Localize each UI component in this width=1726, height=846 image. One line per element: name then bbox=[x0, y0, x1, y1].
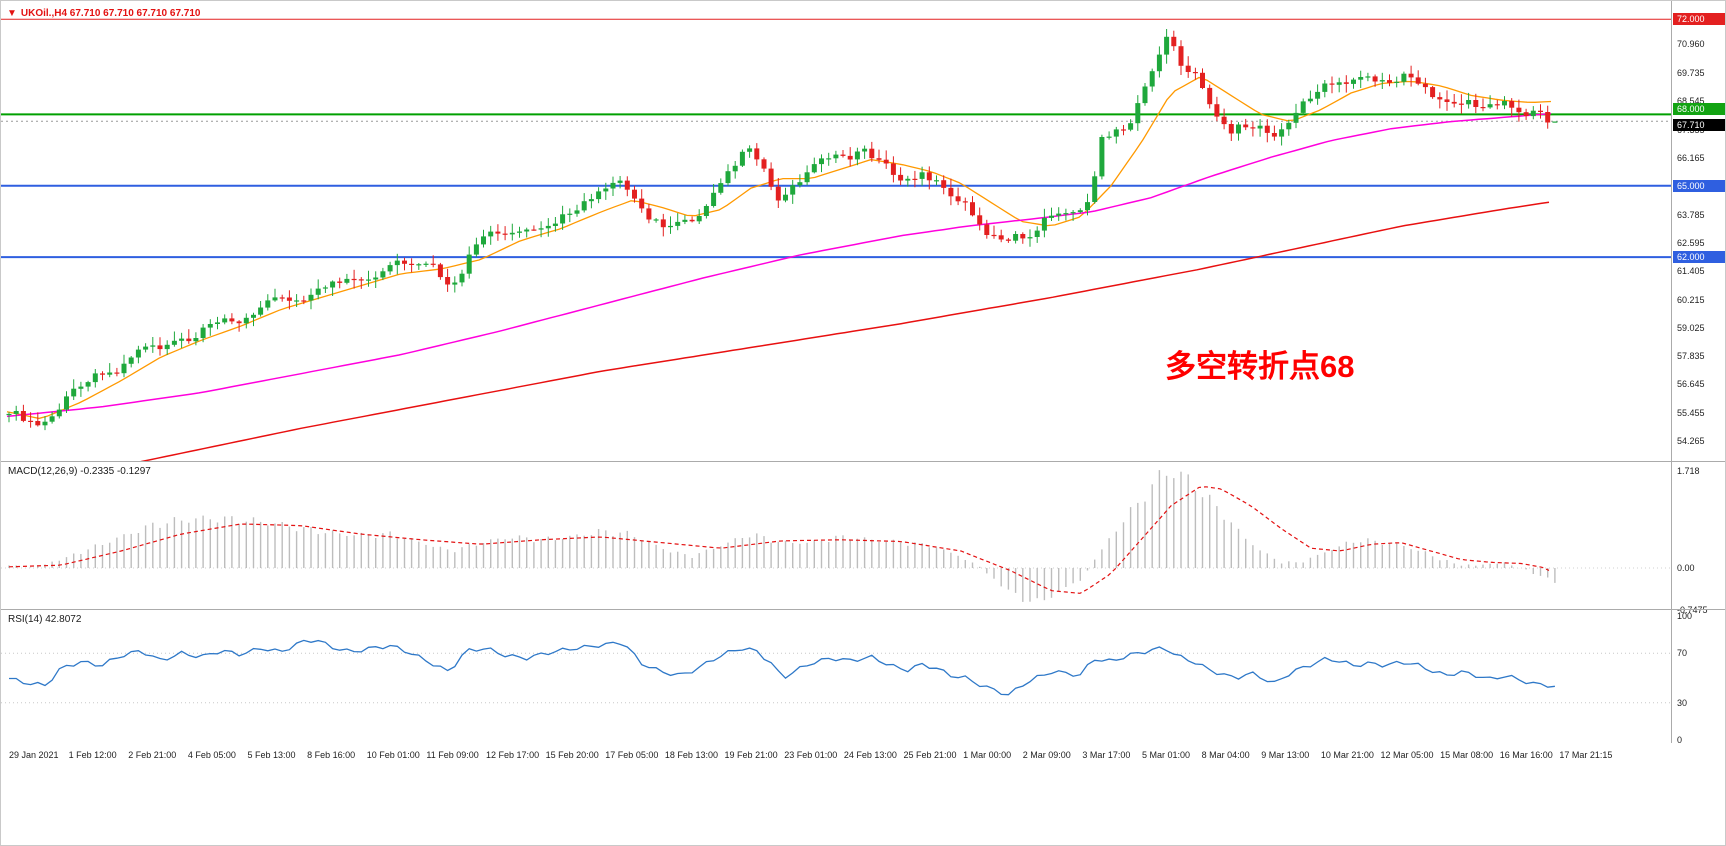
rsi-tick-label: 100 bbox=[1677, 611, 1693, 621]
price-tick-label: 69.735 bbox=[1677, 68, 1705, 79]
main-chart-panel[interactable]: ▼ UKOil.,H4 67.710 67.710 67.710 67.710 … bbox=[1, 1, 1671, 461]
symbol-header: ▼ UKOil.,H4 67.710 67.710 67.710 67.710 bbox=[7, 8, 200, 19]
time-axis-label: 12 Mar 05:00 bbox=[1380, 750, 1434, 760]
macd-tick-label: 0.00 bbox=[1677, 563, 1695, 573]
price-level-badge: 72.000 bbox=[1673, 13, 1725, 26]
time-axis-label: 23 Feb 01:00 bbox=[784, 750, 838, 760]
panel-separator[interactable] bbox=[1, 461, 1725, 462]
rsi-tick-label: 30 bbox=[1677, 697, 1688, 708]
time-axis-label: 1 Mar 00:00 bbox=[963, 750, 1012, 760]
rsi-tick-label: 70 bbox=[1677, 648, 1688, 659]
time-axis-label: 25 Feb 21:00 bbox=[903, 750, 957, 760]
time-axis-label: 18 Feb 13:00 bbox=[664, 750, 718, 760]
candlestick-chart[interactable] bbox=[1, 1, 1671, 461]
time-axis-label: 8 Feb 16:00 bbox=[307, 750, 356, 760]
time-axis-label: 9 Mar 13:00 bbox=[1261, 750, 1310, 760]
chart-annotation: 多空转折点68 bbox=[1165, 349, 1355, 384]
price-tick-label: 63.785 bbox=[1677, 209, 1705, 220]
time-axis-label: 5 Mar 01:00 bbox=[1141, 750, 1190, 760]
time-axis-label: 29 Jan 2021 bbox=[9, 750, 59, 760]
panel-separator[interactable] bbox=[1, 609, 1725, 610]
time-axis-label: 8 Mar 04:00 bbox=[1201, 750, 1250, 760]
price-level-badge: 67.710 bbox=[1673, 119, 1725, 132]
price-tick-label: 62.595 bbox=[1677, 237, 1705, 248]
time-axis-label: 15 Mar 08:00 bbox=[1440, 750, 1494, 760]
price-level-badge: 68.000 bbox=[1673, 103, 1725, 116]
time-axis-label: 10 Mar 21:00 bbox=[1320, 750, 1374, 760]
price-tick-label: 66.165 bbox=[1677, 153, 1705, 164]
time-axis-label: 1 Feb 12:00 bbox=[68, 750, 117, 760]
price-tick-label: 57.835 bbox=[1677, 351, 1705, 362]
price-tick-label: 60.215 bbox=[1677, 294, 1705, 305]
rsi-label: RSI(14) 42.8072 bbox=[8, 614, 82, 625]
macd-chart[interactable] bbox=[1, 462, 1671, 609]
price-tick-label: 61.405 bbox=[1677, 266, 1705, 277]
symbol-ohlc-label: UKOil.,H4 67.710 67.710 67.710 67.710 bbox=[20, 8, 201, 19]
time-axis-label: 2 Mar 09:00 bbox=[1022, 750, 1071, 760]
time-axis-label: 10 Feb 01:00 bbox=[366, 750, 420, 760]
time-axis-label: 24 Feb 13:00 bbox=[843, 750, 897, 760]
price-tick-label: 59.025 bbox=[1677, 322, 1705, 333]
time-axis-label: 15 Feb 20:00 bbox=[545, 750, 599, 760]
time-axis-label: 2 Feb 21:00 bbox=[128, 750, 177, 760]
time-axis-label: 17 Mar 21:15 bbox=[1559, 750, 1613, 760]
time-axis-label: 12 Feb 17:00 bbox=[486, 750, 540, 760]
dropdown-marker-icon[interactable]: ▼ bbox=[7, 8, 17, 19]
bottom-margin bbox=[1, 771, 1725, 845]
time-axis-label: 16 Mar 16:00 bbox=[1499, 750, 1553, 760]
rsi-chart[interactable] bbox=[1, 610, 1671, 743]
time-axis-label: 3 Mar 17:00 bbox=[1082, 750, 1131, 760]
time-axis[interactable]: 29 Jan 2021 1 Feb 12:00 2 Feb 21:00 4 Feb 0… bbox=[1, 743, 1725, 771]
price-level-badge: 62.000 bbox=[1673, 251, 1725, 264]
time-axis-label: 4 Feb 05:00 bbox=[187, 750, 236, 760]
price-tick-label: 56.645 bbox=[1677, 379, 1705, 390]
time-axis-label: 19 Feb 21:00 bbox=[724, 750, 778, 760]
price-tick-label: 70.960 bbox=[1677, 39, 1705, 50]
rsi-tick-label: 0 bbox=[1677, 735, 1683, 745]
price-scale[interactable]: 70.96069.73568.54567.35566.16563.78562.5… bbox=[1671, 1, 1725, 745]
macd-label: MACD(12,26,9) -0.2335 -0.1297 bbox=[8, 466, 151, 477]
macd-tick-label: 1.718 bbox=[1677, 465, 1700, 476]
rsi-panel[interactable]: RSI(14) 42.8072 bbox=[1, 610, 1671, 743]
price-tick-label: 55.455 bbox=[1677, 407, 1705, 418]
time-axis-label: 5 Feb 13:00 bbox=[247, 750, 296, 760]
time-axis-label: 17 Feb 05:00 bbox=[605, 750, 659, 760]
macd-panel[interactable]: MACD(12,26,9) -0.2335 -0.1297 bbox=[1, 462, 1671, 609]
macd-tick-label: -0.7475 bbox=[1677, 605, 1708, 616]
price-level-badge: 65.000 bbox=[1673, 179, 1725, 192]
time-axis-label: 11 Feb 09:00 bbox=[426, 750, 479, 760]
price-tick-label: 68.545 bbox=[1677, 96, 1705, 107]
price-tick-label: 54.265 bbox=[1677, 436, 1705, 447]
